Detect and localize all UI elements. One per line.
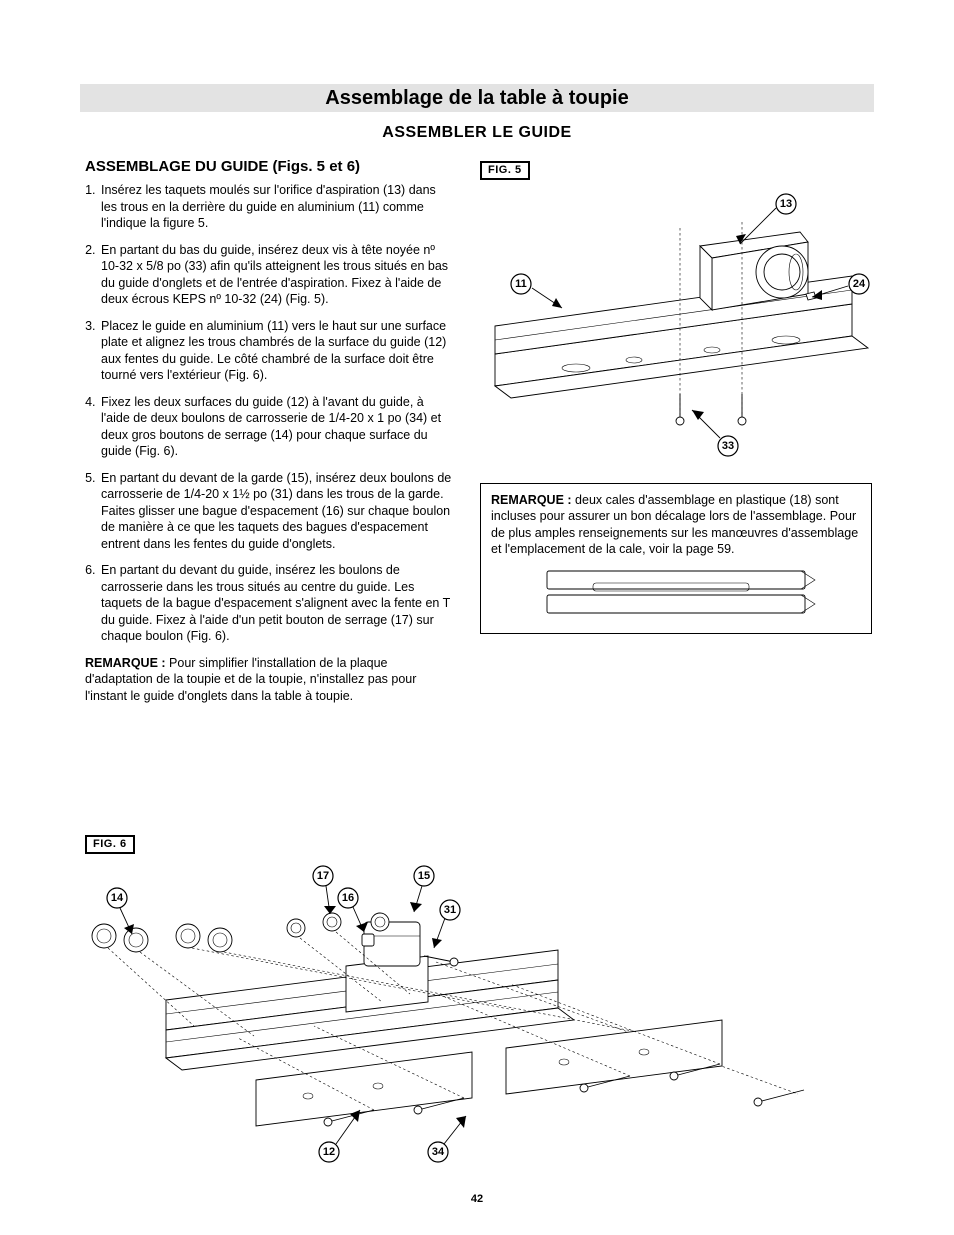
section-heading: ASSEMBLAGE DU GUIDE (Figs. 5 et 6) xyxy=(85,158,360,175)
fig6-label-wrap: FIG. 6 xyxy=(85,834,135,854)
fig6-diagram: 14 17 16 15 31 12 34 xyxy=(78,862,874,1176)
callout-14: 14 xyxy=(111,892,124,904)
page: Assemblage de la table à toupie ASSEMBLE… xyxy=(0,0,954,1235)
right-note-label: REMARQUE : xyxy=(491,493,572,507)
step-6: En partant du devant du guide, insérez l… xyxy=(99,562,453,645)
instruction-list: Insérez les taquets moulés sur l'orifice… xyxy=(85,182,453,645)
callout-33: 33 xyxy=(722,440,734,452)
subtitle: ASSEMBLER LE GUIDE xyxy=(80,124,874,142)
left-note: REMARQUE : Pour simplifier l'installatio… xyxy=(85,655,453,705)
fig6-label: FIG. 6 xyxy=(85,835,135,854)
fig5-diagram: 13 11 24 33 xyxy=(480,186,872,459)
callout-12: 12 xyxy=(323,1146,335,1158)
step-4: Fixez les deux surfaces du guide (12) à … xyxy=(99,394,453,460)
left-column: Insérez les taquets moulés sur l'orifice… xyxy=(85,182,453,717)
fig6-svg: 14 17 16 15 31 12 34 xyxy=(78,862,874,1176)
left-note-label: REMARQUE : xyxy=(85,656,166,670)
callout-15: 15 xyxy=(418,870,430,882)
shim-illustration xyxy=(491,565,861,621)
callout-24: 24 xyxy=(853,278,866,290)
step-2: En partant du bas du guide, insérez deux… xyxy=(99,242,453,308)
callout-31: 31 xyxy=(444,904,456,916)
callout-11: 11 xyxy=(515,278,527,290)
step-5: En partant du devant de la garde (15), i… xyxy=(99,470,453,553)
knobs xyxy=(92,913,389,952)
fig5-svg: 13 11 24 33 xyxy=(480,186,872,459)
title-bar: Assemblage de la table à toupie xyxy=(80,84,874,112)
page-number: 42 xyxy=(0,1193,954,1205)
right-column: FIG. 5 xyxy=(480,160,872,634)
fig5-label: FIG. 5 xyxy=(480,161,530,180)
callout-16: 16 xyxy=(342,892,354,904)
step-1: Insérez les taquets moulés sur l'orifice… xyxy=(99,182,453,232)
callout-13: 13 xyxy=(780,198,792,210)
callout-34: 34 xyxy=(432,1146,445,1158)
right-note-box: REMARQUE : deux cales d'assemblage en pl… xyxy=(480,483,872,634)
callout-17: 17 xyxy=(317,870,329,882)
step-3: Placez le guide en aluminium (11) vers l… xyxy=(99,318,453,384)
